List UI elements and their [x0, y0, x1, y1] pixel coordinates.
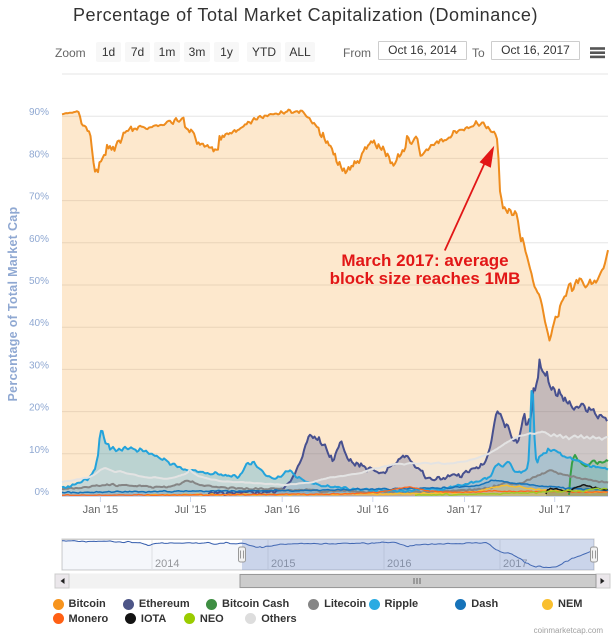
svg-text:Jul ’15: Jul ’15 [175, 504, 207, 516]
svg-text:2014: 2014 [155, 558, 179, 570]
svg-text:Jul ’17: Jul ’17 [539, 504, 571, 516]
svg-text:50%: 50% [29, 276, 49, 287]
svg-text:Jan ’17: Jan ’17 [447, 504, 482, 516]
svg-text:30%: 30% [29, 360, 49, 371]
svg-text:2015: 2015 [271, 558, 295, 570]
svg-text:March 2017: average: March 2017: average [341, 251, 508, 270]
svg-text:10%: 10% [29, 445, 49, 456]
svg-text:Percentage of Total Market Cap: Percentage of Total Market Cap [6, 206, 20, 401]
svg-text:block size reaches 1MB: block size reaches 1MB [330, 269, 521, 288]
svg-text:0%: 0% [35, 487, 50, 498]
svg-text:2016: 2016 [387, 558, 411, 570]
svg-text:Jan ’15: Jan ’15 [83, 504, 118, 516]
svg-text:20%: 20% [29, 403, 49, 414]
svg-text:60%: 60% [29, 234, 49, 245]
svg-text:80%: 80% [29, 149, 49, 160]
svg-text:Jul ’16: Jul ’16 [357, 504, 389, 516]
svg-text:90%: 90% [29, 107, 49, 118]
svg-text:2017: 2017 [503, 558, 527, 570]
svg-text:Jan ’16: Jan ’16 [264, 504, 299, 516]
svg-text:40%: 40% [29, 318, 49, 329]
svg-text:70%: 70% [29, 192, 49, 203]
